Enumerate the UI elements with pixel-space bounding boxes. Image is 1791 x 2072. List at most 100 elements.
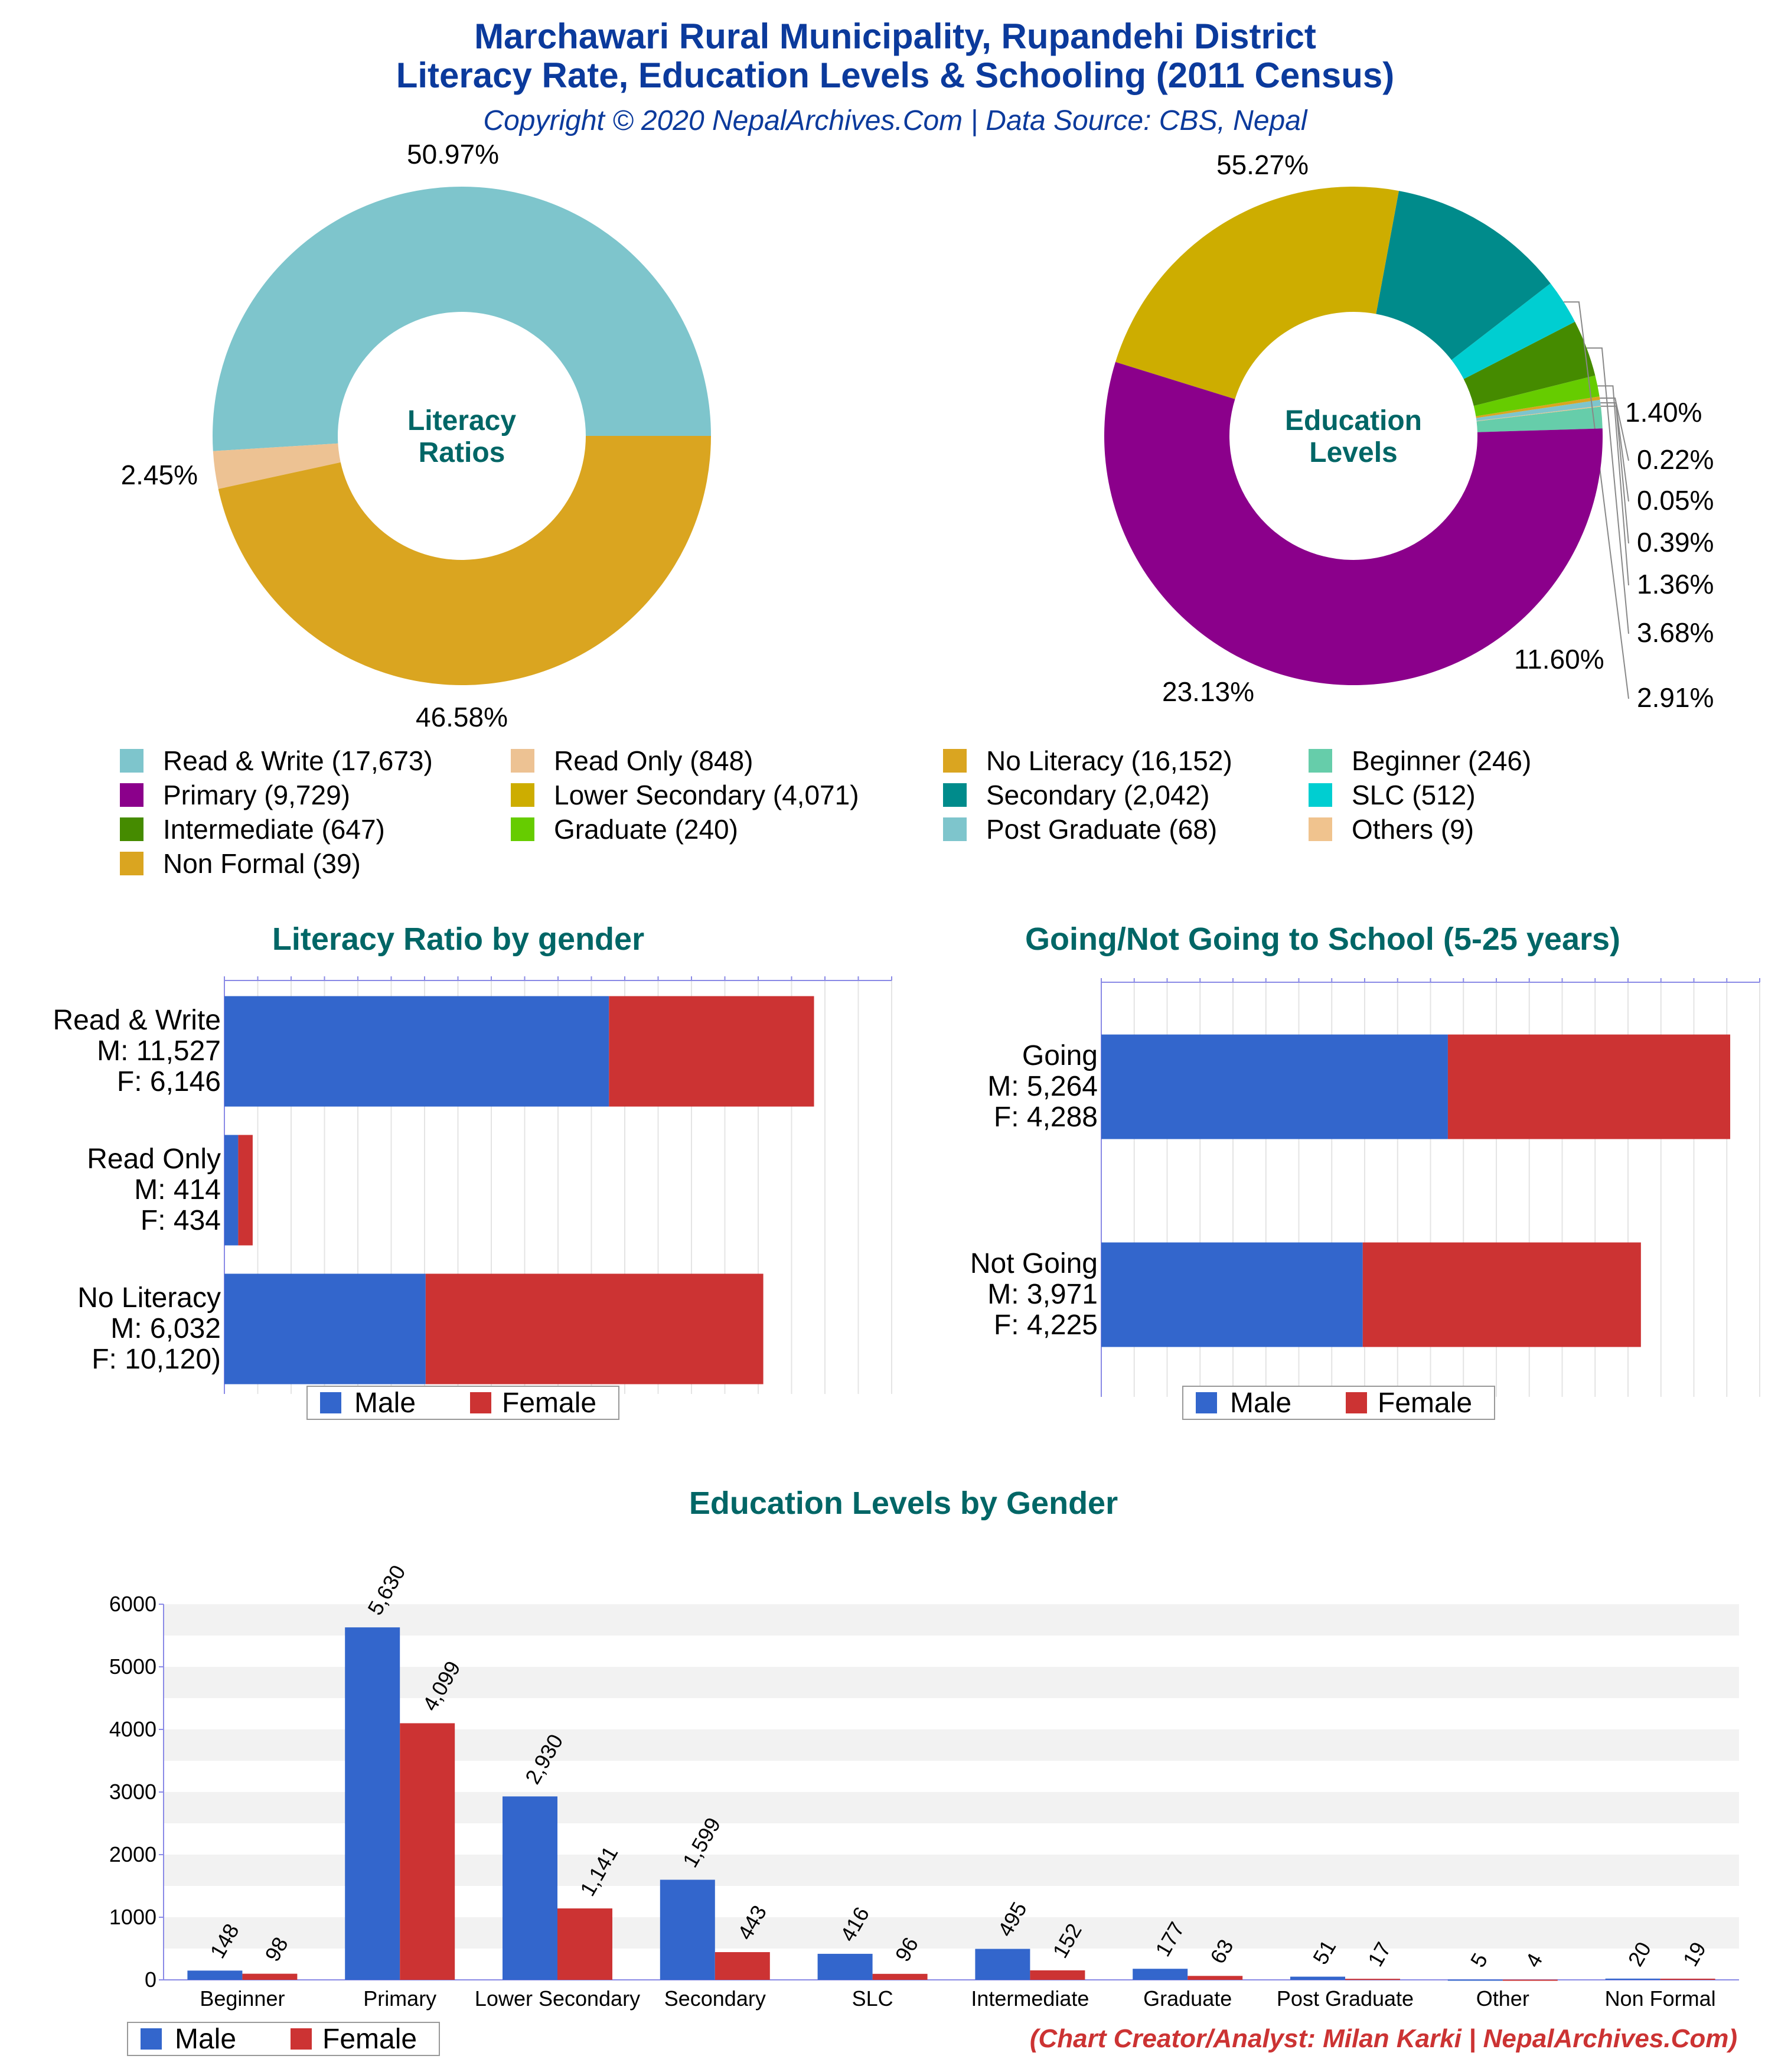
y-tick-label: 2000 xyxy=(109,1842,156,1866)
bar-male-slc xyxy=(817,1953,873,1980)
legend-label-primary-9-729: Primary (9,729) xyxy=(163,780,350,810)
category-label: M: 414 xyxy=(134,1174,221,1206)
bar-male-graduate xyxy=(1133,1969,1188,1980)
x-tick-label: Beginner xyxy=(200,1986,285,2011)
slice-percent-no-literacy: 46.58% xyxy=(416,702,508,732)
legend-swatch-male xyxy=(141,2028,162,2050)
slice-percent-read-only: 2.45% xyxy=(121,460,198,490)
bar-female-lower-secondary xyxy=(557,1908,612,1980)
bar-male-lower-secondary xyxy=(503,1796,557,1980)
slice-post-graduate xyxy=(1476,399,1601,421)
slice-percent-beginner: 1.40% xyxy=(1625,397,1702,428)
legend-swatch-female xyxy=(291,2028,312,2050)
slice-percent-graduate: 1.36% xyxy=(1637,569,1714,600)
category-label: F: 6,146 xyxy=(117,1066,221,1097)
x-tick-label: Graduate xyxy=(1143,1986,1232,2011)
category-label: M: 5,264 xyxy=(987,1071,1098,1102)
chart-title: Going/Not Going to School (5-25 years) xyxy=(1025,921,1620,957)
slice-graduate xyxy=(1473,375,1600,416)
x-tick-label: SLC xyxy=(852,1986,893,2011)
education-donut-chart: 1.40% 0.05% 0.39% 0.22% 1.36% 3.68% 2.91% 11.60… xyxy=(1104,149,1714,713)
slice-percent-read-write: 50.97% xyxy=(407,139,499,170)
bar-female-secondary xyxy=(715,1952,770,1980)
slice-slc xyxy=(1451,283,1575,379)
legend-label-male: Male xyxy=(175,2024,236,2055)
slice-percent-secondary: 11.60% xyxy=(1514,644,1604,675)
y-tick-label: 3000 xyxy=(109,1780,156,1804)
bar-male-read-only xyxy=(224,1135,239,1246)
donut-center-label: Levels xyxy=(1309,437,1397,468)
legend-label-read-only-848: Read Only (848) xyxy=(554,745,753,776)
y-tick-label: 5000 xyxy=(109,1654,156,1679)
leader-line-non-formal xyxy=(1600,397,1629,461)
category-label: Going xyxy=(1022,1040,1098,1071)
bar-male-non-formal xyxy=(1605,1978,1660,1980)
bar-female-intermediate xyxy=(1030,1970,1085,1980)
slice-percent-primary: 55.27% xyxy=(1216,149,1309,180)
x-tick-label: Other xyxy=(1476,1986,1529,2011)
x-tick-label: Secondary xyxy=(664,1986,766,2011)
chart-title: Literacy Ratio by gender xyxy=(272,921,644,957)
legend-label-slc-512: SLC (512) xyxy=(1352,780,1476,810)
bar-female-post-graduate xyxy=(1345,1979,1400,1980)
legend-swatch-graduate-240 xyxy=(511,817,534,841)
leader-line-graduate xyxy=(1597,385,1629,586)
slice-beginner xyxy=(1476,406,1603,432)
chart-title: Education Levels by Gender xyxy=(689,1485,1118,1521)
x-tick-label: Post Graduate xyxy=(1277,1986,1414,2011)
bar-male-no-literacy xyxy=(224,1273,426,1384)
page-title-line2: Literacy Rate, Education Levels & School… xyxy=(396,56,1395,95)
bar-male-primary xyxy=(345,1627,400,1980)
bar-female-no-literacy xyxy=(425,1273,764,1384)
bar-male-not-going xyxy=(1101,1242,1363,1347)
category-label: Not Going xyxy=(970,1248,1098,1279)
bar-female-slc xyxy=(872,1973,928,1980)
legend-swatch-primary-9-729 xyxy=(120,783,143,807)
grid-band xyxy=(164,1604,1739,1636)
series-legend xyxy=(1182,1386,1495,1420)
slice-percent-non-formal: 0.22% xyxy=(1637,444,1714,475)
slice-percent-slc: 2.91% xyxy=(1637,682,1714,713)
legend-swatch-non-formal-39 xyxy=(120,852,143,875)
x-tick-label: Lower Secondary xyxy=(475,1986,640,2011)
grid-band xyxy=(164,1667,1739,1698)
slice-non-formal xyxy=(1476,396,1600,418)
legend-swatch-male xyxy=(320,1392,341,1413)
legend-swatch-secondary-2-042 xyxy=(943,783,967,807)
category-label: F: 4,288 xyxy=(994,1102,1098,1133)
y-tick-label: 0 xyxy=(145,1967,156,1992)
category-label: Read & Write xyxy=(53,1005,221,1036)
legend-label-female: Female xyxy=(322,2024,417,2055)
legend-label-non-formal-39: Non Formal (39) xyxy=(163,848,361,879)
legend-label-intermediate-647: Intermediate (647) xyxy=(163,814,385,845)
slice-primary xyxy=(1104,361,1603,686)
bar-male-secondary xyxy=(660,1879,715,1980)
bar-female-other xyxy=(1502,1979,1558,1981)
bar-female-not-going xyxy=(1362,1242,1641,1347)
series-legend xyxy=(306,1386,619,1420)
bar-female-graduate xyxy=(1188,1976,1243,1980)
category-label: F: 4,225 xyxy=(994,1309,1098,1341)
bar-female-non-formal xyxy=(1660,1978,1715,1980)
y-tick-label: 1000 xyxy=(109,1905,156,1929)
x-tick-label: Non Formal xyxy=(1605,1986,1716,2011)
x-tick-label: Intermediate xyxy=(971,1986,1089,2011)
category-label: Read Only xyxy=(87,1143,221,1175)
slice-intermediate xyxy=(1463,321,1596,406)
legend-label-secondary-2-042: Secondary (2,042) xyxy=(986,780,1209,810)
legend-label-no-literacy-16-152: No Literacy (16,152) xyxy=(986,745,1232,776)
category-label: M: 3,971 xyxy=(987,1279,1098,1310)
donut-center-label: Education xyxy=(1285,405,1422,436)
bar-female-primary xyxy=(400,1723,455,1980)
legend-label-graduate-240: Graduate (240) xyxy=(554,814,738,845)
bar-male-other xyxy=(1447,1979,1503,1981)
legend-swatch-read-only-848 xyxy=(511,749,534,773)
category-label: M: 11,527 xyxy=(97,1035,221,1067)
legend-swatch-post-graduate-68 xyxy=(943,817,967,841)
legend-label-female: Female xyxy=(502,1387,596,1419)
category-label: M: 6,032 xyxy=(110,1313,221,1344)
bar-female-going xyxy=(1447,1034,1731,1139)
legend-label-post-graduate-68: Post Graduate (68) xyxy=(986,814,1217,845)
